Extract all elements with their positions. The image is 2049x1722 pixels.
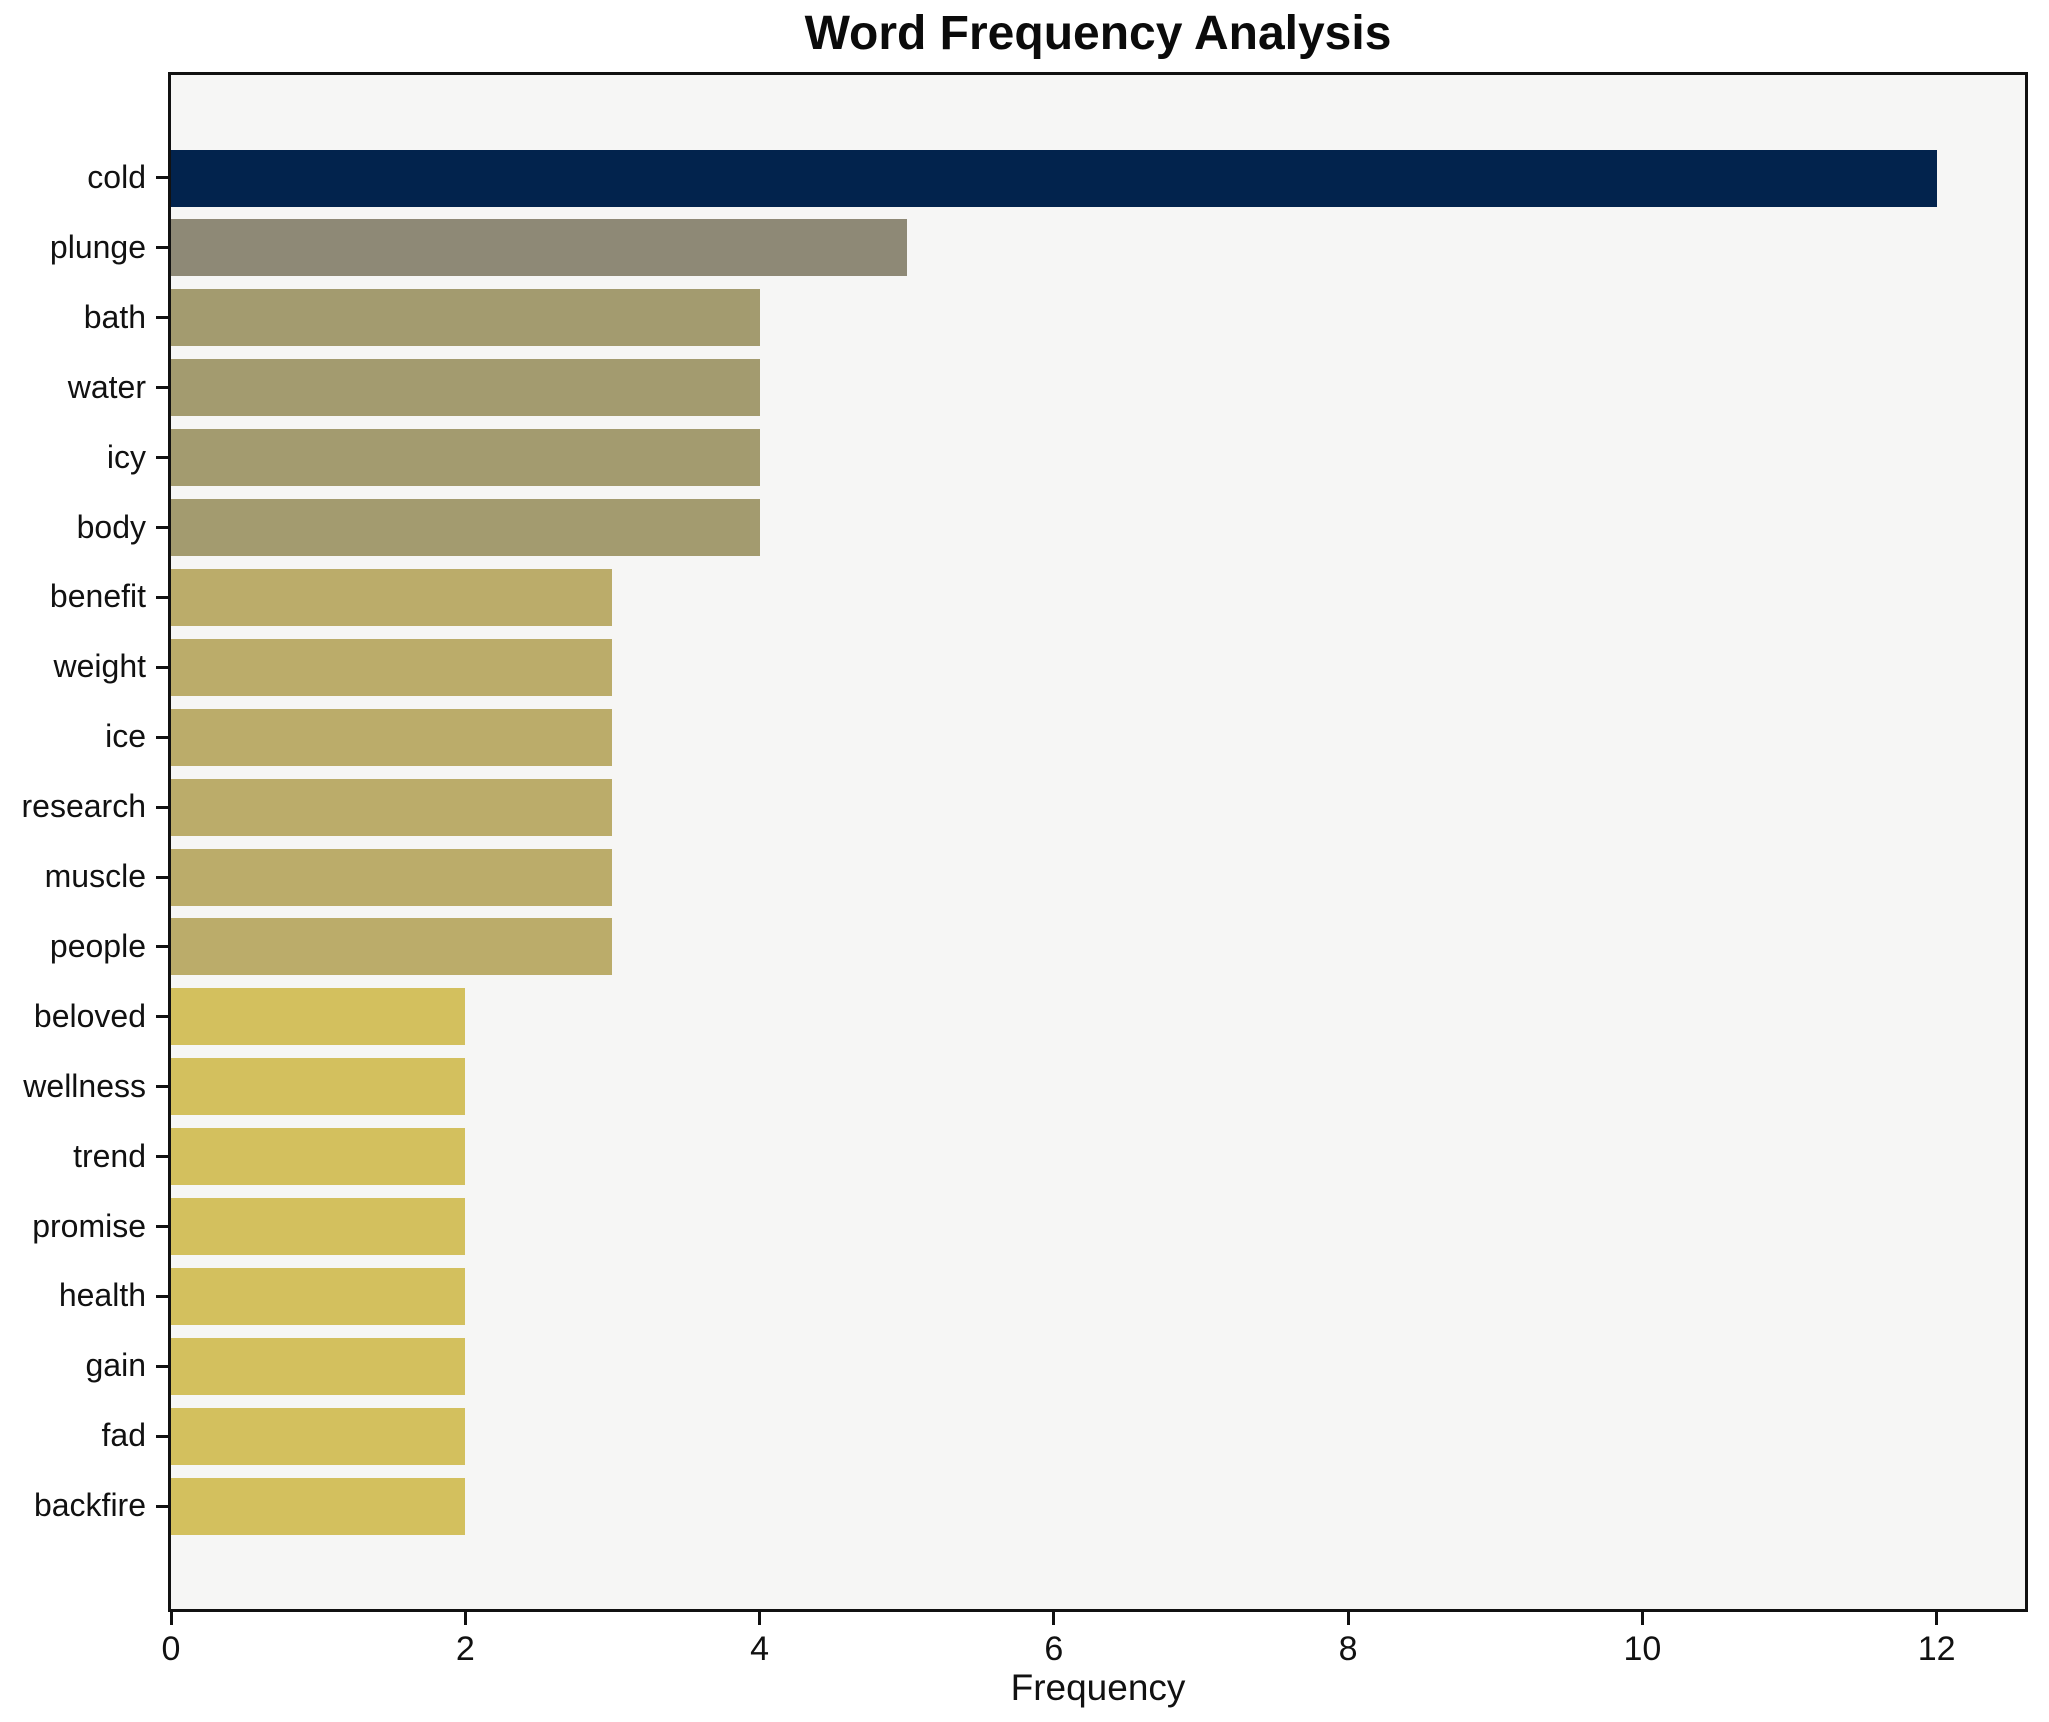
y-axis-label-cold: cold (87, 158, 146, 195)
bar-trend (171, 1128, 466, 1186)
bars-container (171, 75, 2025, 1609)
x-tick-label-2: 2 (455, 1630, 475, 1668)
bar-ice (171, 708, 613, 766)
y-tick-mark (156, 805, 168, 809)
y-axis-label-trend: trend (73, 1137, 146, 1174)
y-axis-label-fad: fad (101, 1417, 146, 1454)
y-tick-mark (156, 735, 168, 739)
bar-plunge (171, 219, 907, 277)
x-tick-mark (1935, 1612, 1939, 1625)
x-tick-label-12: 12 (1917, 1630, 1956, 1668)
y-axis-label-muscle: muscle (44, 858, 146, 894)
bar-beloved (171, 988, 466, 1046)
bar-gain (171, 1337, 466, 1395)
y-axis-label-plunge: plunge (49, 228, 146, 265)
x-axis-label: Frequency (1010, 1667, 1186, 1708)
y-axis-label-gain: gain (85, 1347, 147, 1384)
y-tick-mark (156, 1085, 168, 1089)
y-axis-label-bath: bath (83, 298, 146, 335)
y-tick-mark (156, 386, 168, 390)
bar-people (171, 918, 613, 976)
x-tick-label-0: 0 (161, 1630, 181, 1668)
y-tick-mark (156, 176, 168, 180)
y-tick-mark (156, 1015, 168, 1019)
y-tick-mark (156, 1434, 168, 1438)
bar-benefit (171, 568, 613, 626)
bar-fad (171, 1407, 466, 1465)
x-tick-mark (758, 1612, 762, 1625)
bar-icy (171, 429, 760, 487)
y-tick-mark (156, 1155, 168, 1159)
y-tick-mark (156, 1225, 168, 1228)
bar-bath (171, 289, 760, 347)
y-tick-mark (156, 1504, 168, 1508)
y-axis-label-weight: weight (53, 648, 147, 685)
plot-area (168, 72, 2028, 1612)
bar-wellness (171, 1058, 466, 1116)
bar-body (171, 498, 760, 556)
bar-backfire (171, 1477, 466, 1535)
y-axis-label-people: people (49, 927, 146, 964)
bar-cold (171, 149, 1937, 207)
y-axis-label-water: water (67, 368, 146, 405)
y-axis-label-ice: ice (105, 718, 146, 755)
chart-title: Word Frequency Analysis (804, 7, 1392, 60)
y-tick-mark (156, 595, 168, 599)
x-tick-label-6: 6 (1044, 1630, 1064, 1668)
bar-muscle (171, 848, 613, 906)
y-tick-mark (156, 316, 168, 320)
y-tick-mark (156, 246, 168, 250)
y-axis-label-wellness: wellness (23, 1067, 146, 1104)
y-axis-label-icy: icy (106, 438, 146, 475)
x-tick-mark (463, 1612, 467, 1625)
y-axis-label-health: health (58, 1277, 146, 1314)
y-axis-label-benefit: benefit (49, 578, 146, 615)
y-tick-mark (156, 1294, 168, 1298)
y-tick-mark (156, 945, 168, 949)
y-axis-label-research: research (21, 788, 147, 825)
bar-weight (171, 638, 613, 696)
x-tick-label-4: 4 (750, 1630, 770, 1668)
y-axis-label-promise: promise (32, 1207, 146, 1244)
bar-health (171, 1267, 466, 1325)
y-tick-mark (156, 875, 168, 879)
bar-promise (171, 1198, 466, 1255)
y-axis-label-body: body (76, 508, 146, 545)
x-tick-mark (1640, 1612, 1644, 1625)
x-tick-label-10: 10 (1623, 1630, 1662, 1668)
x-tick-mark (1052, 1612, 1056, 1625)
x-tick-mark (1346, 1612, 1350, 1625)
x-tick-label-8: 8 (1338, 1630, 1358, 1668)
y-axis-label-backfire: backfire (33, 1487, 146, 1524)
y-tick-mark (156, 665, 168, 669)
bar-research (171, 778, 613, 836)
y-axis-label-beloved: beloved (33, 997, 146, 1034)
bar-water (171, 359, 760, 417)
y-tick-mark (156, 1364, 168, 1368)
x-tick-mark (169, 1612, 173, 1625)
y-tick-mark (156, 456, 168, 460)
y-tick-mark (156, 526, 168, 529)
